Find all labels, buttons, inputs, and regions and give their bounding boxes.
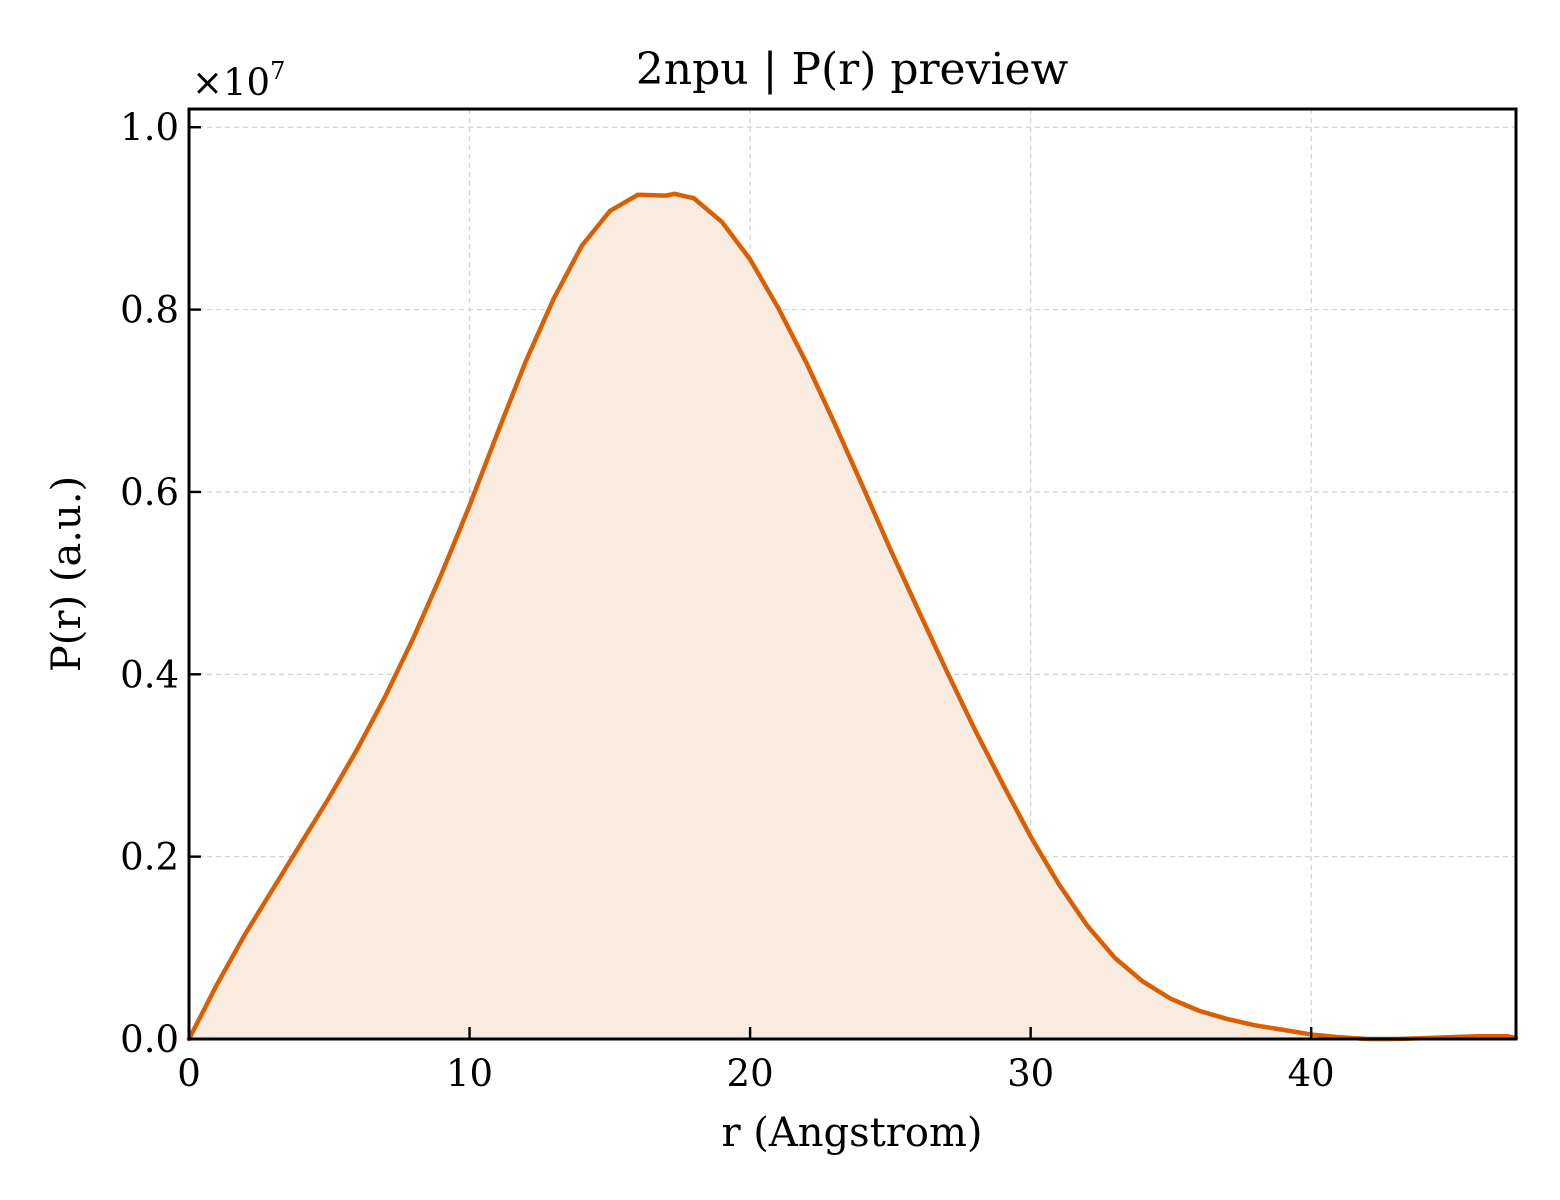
y-tick-label: 0.8 <box>120 289 179 332</box>
y-tick-label: 0.0 <box>120 1018 179 1061</box>
chart-title: 2npu | P(r) preview <box>636 44 1069 95</box>
x-axis-title: r (Angstrom) <box>721 1110 982 1156</box>
y-tick-label: 1.0 <box>120 106 179 149</box>
y-axis-multiplier-exponent: 7 <box>270 57 285 85</box>
plot-frame <box>187 107 1518 1041</box>
x-tick-label: 40 <box>1288 1052 1335 1095</box>
y-tick-label: 0.2 <box>120 836 179 879</box>
x-tick-label: 20 <box>727 1052 774 1095</box>
y-tick-label: 0.6 <box>120 471 179 514</box>
area-fill <box>189 193 1516 1040</box>
x-tick-label: 0 <box>177 1052 201 1095</box>
x-tick-label: 10 <box>446 1052 493 1095</box>
ticks-layer: 0 10 20 30 40 0.0 0.2 0.4 0.6 0.8 1.0 <box>120 106 1335 1095</box>
x-tick-label: 30 <box>1007 1052 1054 1095</box>
series-line <box>186 191 1519 1042</box>
y-axis-title: P(r) (a.u.) <box>44 476 90 672</box>
y-tick-label: 0.4 <box>120 653 179 696</box>
y-axis-multiplier: ×107 <box>192 57 285 104</box>
